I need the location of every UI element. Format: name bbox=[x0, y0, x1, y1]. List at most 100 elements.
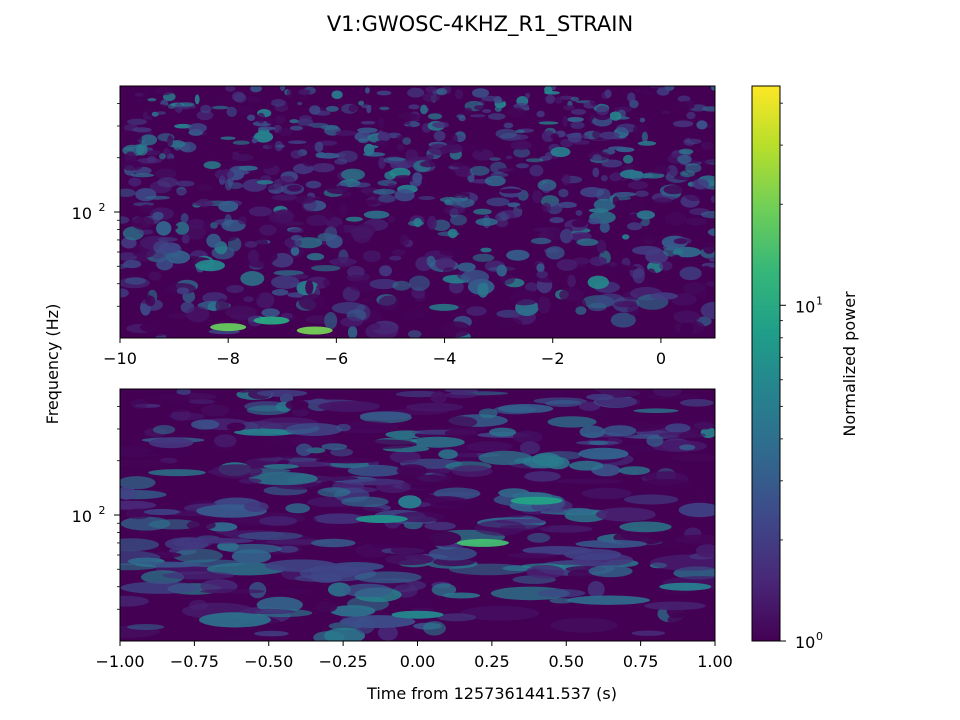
top-heat-blob bbox=[271, 275, 300, 289]
top-heat-blob bbox=[436, 87, 448, 96]
top-heat-blob bbox=[676, 101, 695, 110]
top-heat-blob bbox=[407, 220, 425, 227]
top-heat-blob bbox=[561, 173, 571, 186]
top-heat-blob bbox=[350, 193, 359, 200]
top-heat-blob bbox=[570, 121, 585, 129]
top-heat-blob bbox=[294, 237, 323, 249]
top-heat-blob bbox=[562, 115, 568, 127]
top-heat-blob bbox=[707, 228, 715, 236]
bottom-heat-blob bbox=[120, 550, 161, 565]
top-heat-blob bbox=[550, 146, 571, 158]
top-heat-blob bbox=[215, 298, 230, 314]
bottom-heat-blob bbox=[218, 637, 253, 641]
top-heat-blob bbox=[256, 292, 275, 309]
bottom-heat-blob bbox=[644, 601, 706, 611]
top-heat-blob bbox=[588, 302, 607, 312]
bottom-heat-blob bbox=[305, 475, 359, 482]
top-heat-blob bbox=[632, 165, 656, 172]
top-heat-blob bbox=[289, 119, 299, 124]
top-heat-blob bbox=[610, 172, 623, 181]
top-heat-blob bbox=[276, 144, 286, 148]
top-heat-blob bbox=[123, 260, 142, 269]
top-heat-blob bbox=[312, 163, 335, 173]
top-heat-blob bbox=[215, 96, 227, 104]
bottom-heat-blob bbox=[120, 476, 156, 490]
top-heat-blob bbox=[224, 214, 232, 228]
top-heat-blob bbox=[347, 265, 365, 278]
top-heat-blob bbox=[293, 273, 309, 280]
colorbar-tick-label: 10 bbox=[795, 633, 815, 652]
top-heat-blob bbox=[595, 105, 610, 116]
top-heat-blob bbox=[653, 197, 673, 205]
top-heat-blob bbox=[612, 196, 620, 206]
top-heat-blob bbox=[623, 154, 634, 164]
bottom-heat-blob bbox=[679, 444, 696, 451]
top-heat-blob bbox=[362, 250, 381, 263]
top-heat-blob bbox=[225, 86, 236, 92]
bottom-heat-blob bbox=[214, 434, 237, 448]
top-heat-blob bbox=[596, 188, 611, 202]
top-heat-blob bbox=[322, 117, 332, 123]
top-heat-blob bbox=[671, 254, 682, 267]
top-x-tick-label: −8 bbox=[216, 349, 240, 368]
bottom-heat-blob bbox=[428, 546, 477, 561]
top-heat-blob bbox=[180, 213, 189, 224]
top-heat-blob bbox=[138, 229, 154, 235]
bottom-heat-blob bbox=[139, 450, 199, 455]
top-heat-blob bbox=[360, 120, 376, 125]
top-heat-blob bbox=[122, 226, 144, 241]
top-heat-blob bbox=[251, 138, 258, 144]
top-hot-spot bbox=[253, 316, 290, 325]
top-heat-blob bbox=[224, 178, 233, 191]
top-heat-blob bbox=[622, 234, 630, 240]
bottom-heat-blob bbox=[526, 564, 565, 579]
top-heat-blob bbox=[616, 123, 638, 133]
bottom-heat-blob bbox=[578, 401, 601, 411]
top-heat-blob bbox=[551, 86, 557, 91]
bottom-heat-blob bbox=[619, 521, 672, 533]
top-heat-blob bbox=[461, 269, 490, 285]
top-heat-blob bbox=[575, 306, 587, 315]
top-heat-blob bbox=[320, 124, 339, 130]
top-heat-blob bbox=[256, 112, 266, 124]
bottom-heat-blob bbox=[148, 519, 201, 530]
top-heat-blob bbox=[475, 217, 498, 226]
top-heat-blob bbox=[247, 114, 256, 121]
top-heat-blob bbox=[297, 101, 303, 106]
top-heat-blob bbox=[525, 92, 531, 99]
bottom-heat-blob bbox=[143, 508, 181, 516]
bottom-heat-blob bbox=[424, 521, 456, 531]
bottom-heat-blob bbox=[238, 478, 262, 484]
top-heat-blob bbox=[143, 149, 161, 156]
top-heat-blob bbox=[572, 319, 585, 326]
bottom-heat-blob bbox=[120, 486, 136, 500]
top-heat-blob bbox=[672, 120, 694, 128]
top-heat-blob bbox=[486, 197, 510, 207]
top-x-tick-label: −10 bbox=[103, 349, 137, 368]
top-heat-blob bbox=[419, 160, 437, 168]
top-heat-blob bbox=[266, 118, 276, 125]
top-heat-blob bbox=[274, 209, 295, 224]
bottom-heat-blob bbox=[263, 464, 299, 469]
top-heat-blob bbox=[358, 100, 365, 106]
bottom-heat-blob bbox=[389, 450, 421, 464]
bottom-heat-blob bbox=[153, 425, 176, 435]
bottom-x-tick-label: −1.00 bbox=[95, 652, 144, 671]
bottom-heat-blob bbox=[188, 538, 254, 544]
bottom-heat-blob bbox=[466, 441, 513, 452]
top-heat-blob bbox=[179, 205, 191, 213]
top-heat-blob bbox=[711, 86, 715, 91]
top-heat-blob bbox=[139, 321, 175, 334]
top-heat-blob bbox=[165, 158, 179, 164]
top-heat-blob bbox=[708, 119, 715, 127]
bottom-heat-blob bbox=[318, 400, 380, 412]
top-heat-blob bbox=[515, 129, 525, 134]
top-heat-blob bbox=[306, 253, 325, 261]
top-heat-blob bbox=[506, 249, 530, 261]
bottom-heat-blob bbox=[210, 464, 263, 479]
x-axis-label: Time from 1257361441.537 (s) bbox=[366, 684, 617, 703]
bottom-heat-blob bbox=[248, 472, 318, 486]
top-heat-blob bbox=[513, 147, 531, 158]
bottom-x-tick-label: 0.75 bbox=[623, 652, 659, 671]
